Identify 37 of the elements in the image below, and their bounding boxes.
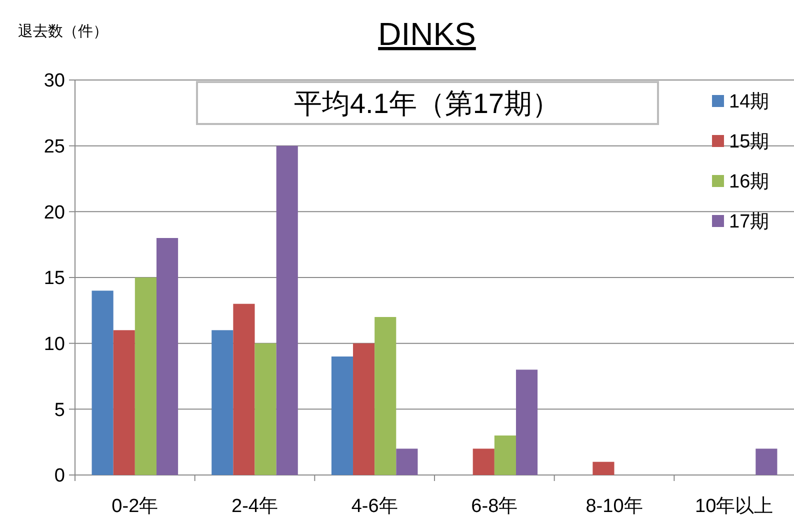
bar [92,290,114,475]
x-tick-label: 2-4年 [232,496,278,517]
bar [254,343,276,475]
legend-label: 15期 [729,132,770,153]
bar [331,356,354,475]
bar [276,146,298,475]
bar [472,448,494,475]
bar [516,370,538,475]
bar [756,448,778,475]
legend-label: 14期 [729,92,770,113]
y-axis-title: 退去数（件） [18,23,108,40]
y-tick-label: 20 [44,202,65,224]
y-tick-label: 0 [54,466,65,487]
y-tick-label: 10 [44,334,65,355]
bar [212,330,234,475]
y-tick-label: 25 [44,136,65,158]
legend-label: 17期 [729,212,770,233]
bar [494,436,516,475]
x-tick-label: 4-6年 [351,496,398,517]
y-tick-label: 5 [54,400,65,421]
bar [156,238,178,475]
legend-label: 16期 [729,172,770,193]
bar [113,330,135,475]
x-tick-label: 6-8年 [471,496,518,517]
chart-title: DINKS [378,16,476,52]
x-tick-label: 0-2年 [112,496,158,517]
bar [374,317,396,475]
x-tick-label: 10年以上 [695,496,774,517]
x-tick-label: 8-10年 [586,496,643,517]
bar [233,304,255,475]
bar [134,278,156,475]
bar [592,462,614,475]
y-tick-label: 15 [44,268,65,290]
y-tick-label: 30 [44,70,65,92]
bar [353,343,375,475]
bar [396,448,418,475]
annotation: 平均4.1年（第17期） [294,88,560,119]
